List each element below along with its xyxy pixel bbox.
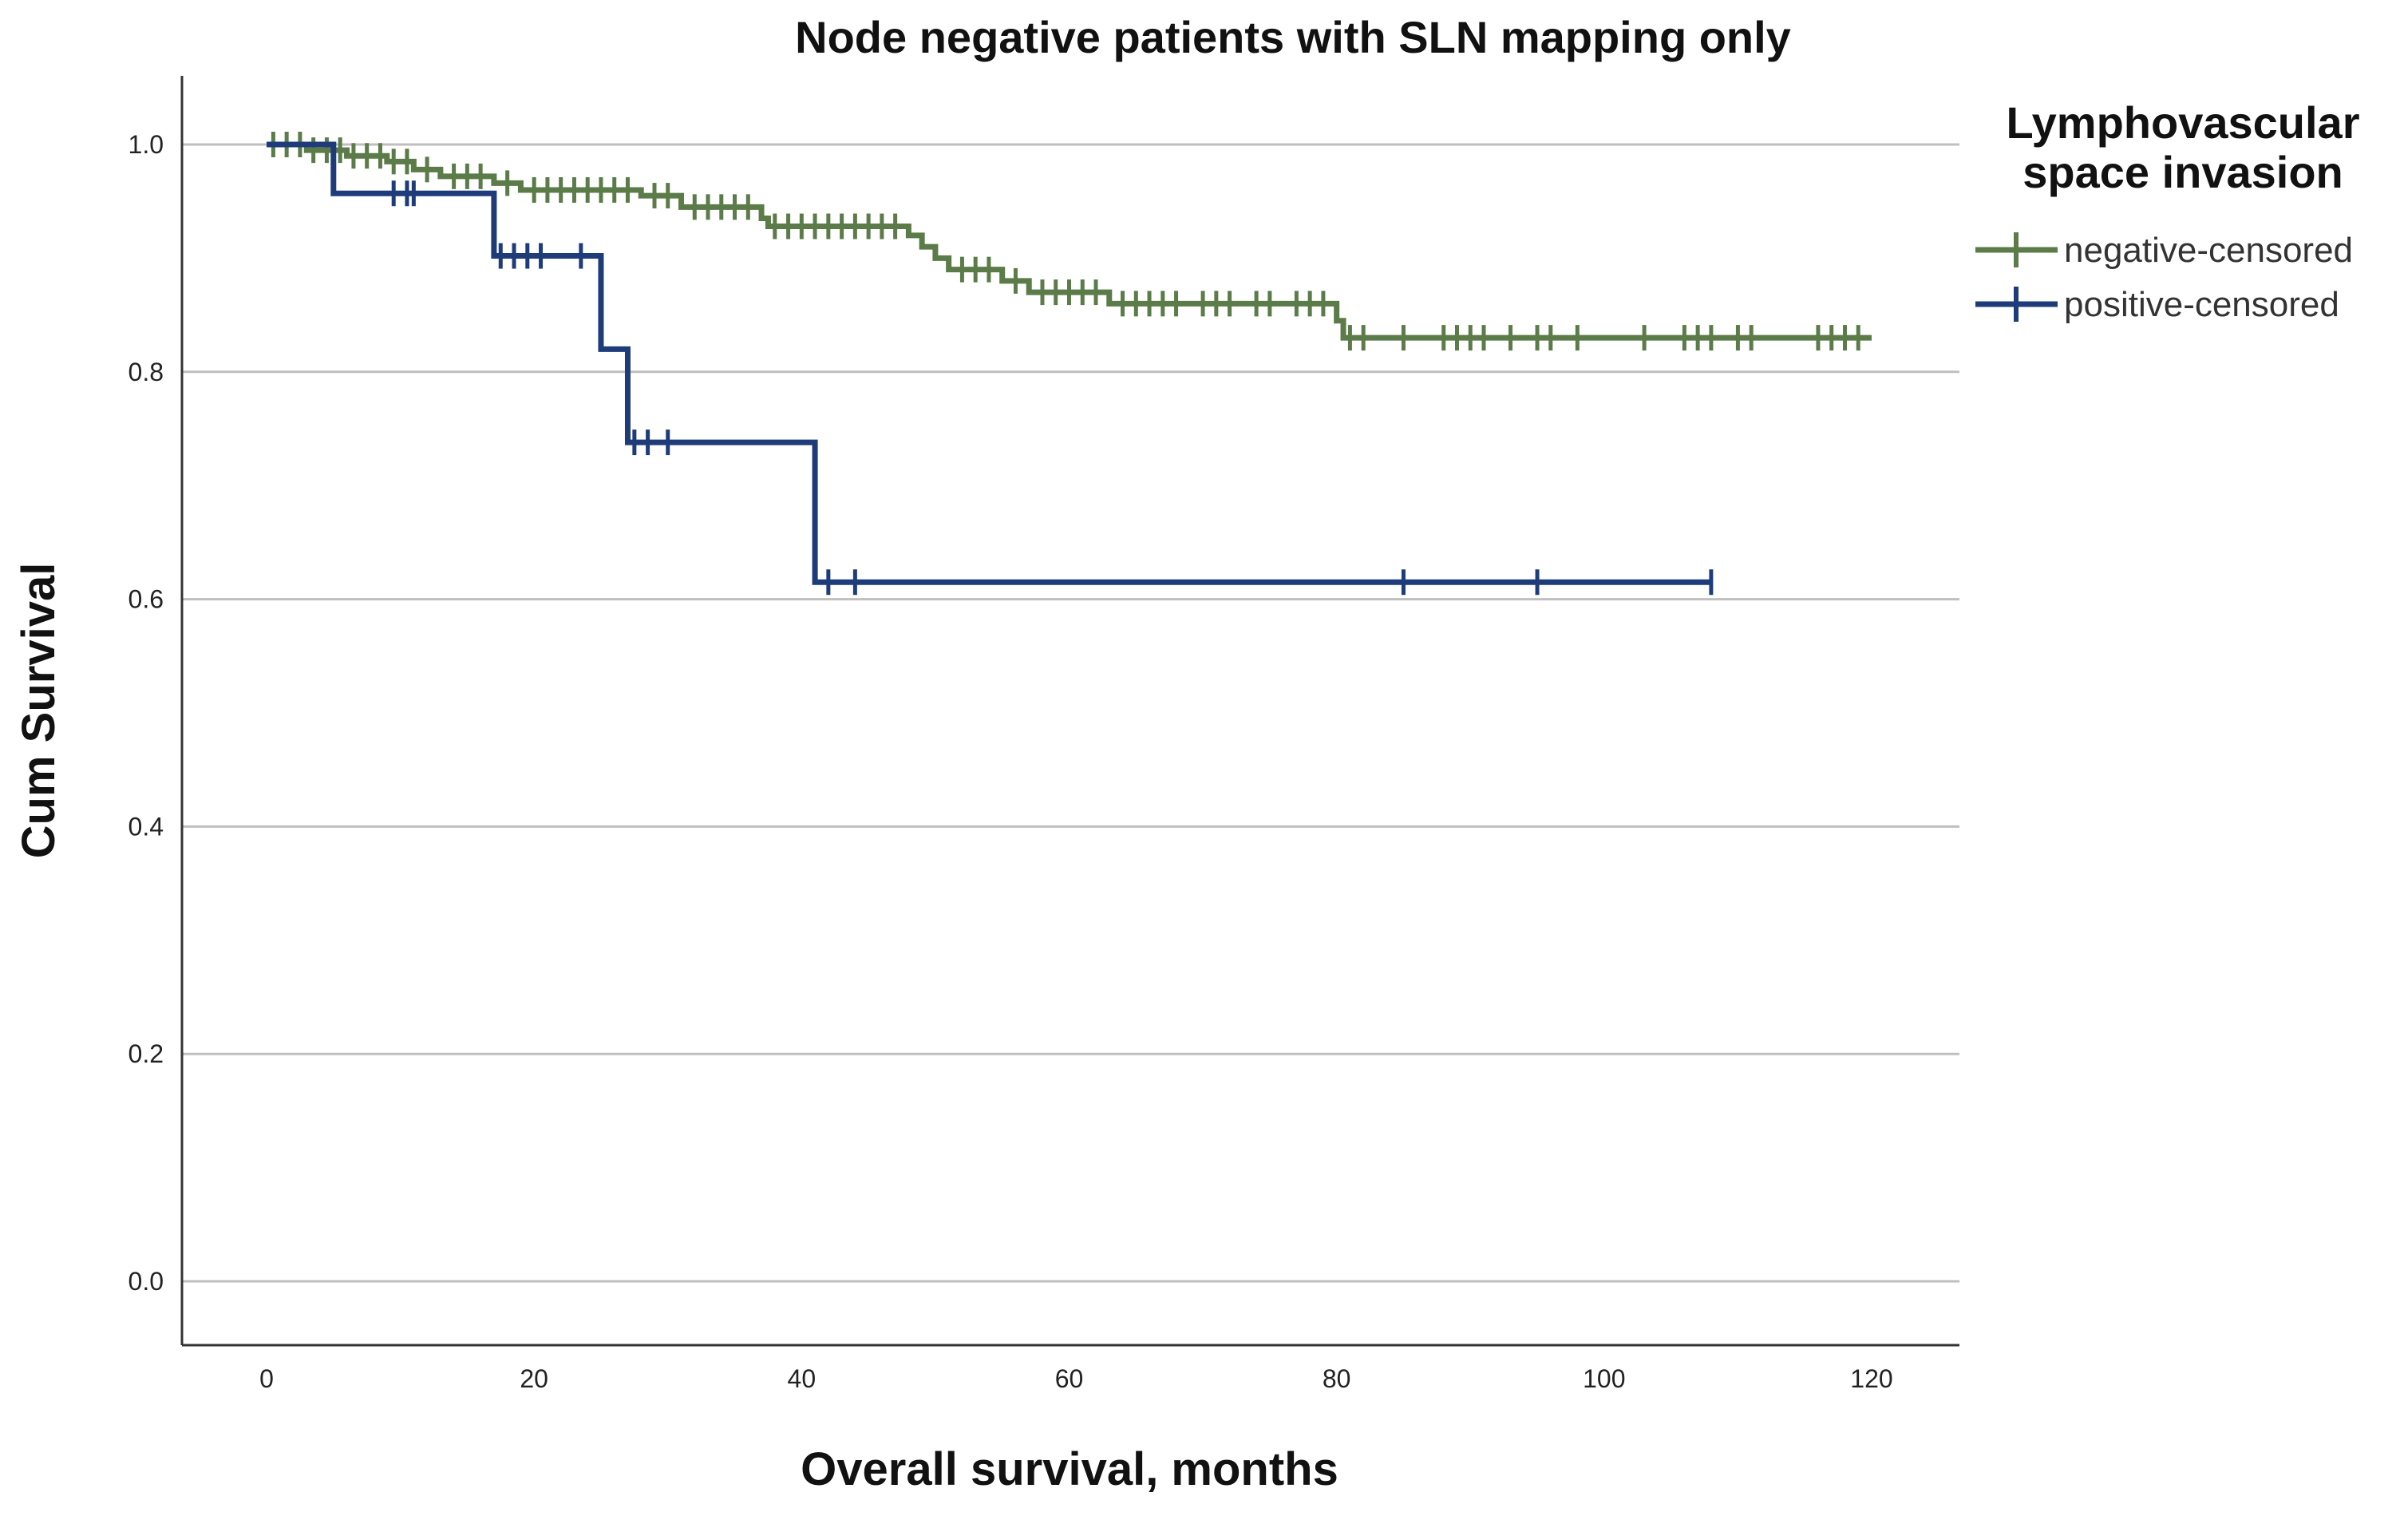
x-tick-label: 60 [1055, 1364, 1084, 1393]
legend-entry-negative-censored: negative-censored [1975, 231, 2353, 270]
axes [180, 76, 1959, 1347]
legend-title-line2: space invasion [2022, 147, 2343, 197]
x-tick-label: 120 [1850, 1364, 1892, 1393]
x-axis-label: Overall survival, months [801, 1443, 1338, 1495]
y-tick-label: 0.2 [129, 1039, 164, 1068]
legend-entries: negative-censored positive-censored [1975, 231, 2353, 324]
gridlines [182, 143, 1959, 1283]
y-tick-label: 0.4 [129, 812, 164, 841]
chart-title: Node negative patients with SLN mapping … [795, 12, 1791, 62]
y-tick-labels: 0.0 0.2 0.4 0.6 0.8 1.0 [129, 130, 164, 1296]
legend-title-line1: Lymphovascular [2007, 97, 2360, 148]
series [267, 132, 1872, 596]
x-tick-label: 100 [1583, 1364, 1625, 1393]
x-tick-label: 80 [1323, 1364, 1351, 1393]
x-tick-label: 0 [259, 1364, 274, 1393]
legend-label: positive-censored [2064, 285, 2339, 324]
legend-entry-positive-censored: positive-censored [1975, 285, 2339, 324]
series-positive-censored [267, 141, 1714, 596]
x-tick-label: 40 [788, 1364, 817, 1393]
y-axis-label: Cum Survival [13, 563, 65, 859]
legend: Lymphovascular space invasion negative-c… [1975, 97, 2359, 324]
y-tick-label: 0.6 [129, 585, 164, 614]
x-tick-label: 20 [520, 1364, 548, 1393]
y-tick-label: 0.8 [129, 358, 164, 386]
y-tick-label: 0.0 [129, 1267, 164, 1296]
legend-label: negative-censored [2064, 231, 2353, 270]
y-tick-label: 1.0 [129, 130, 164, 159]
survival-curve-positive-censored [267, 141, 1711, 585]
series-negative-censored [267, 132, 1872, 351]
x-tick-labels: 0 20 40 60 80 100 120 [259, 1364, 1893, 1393]
